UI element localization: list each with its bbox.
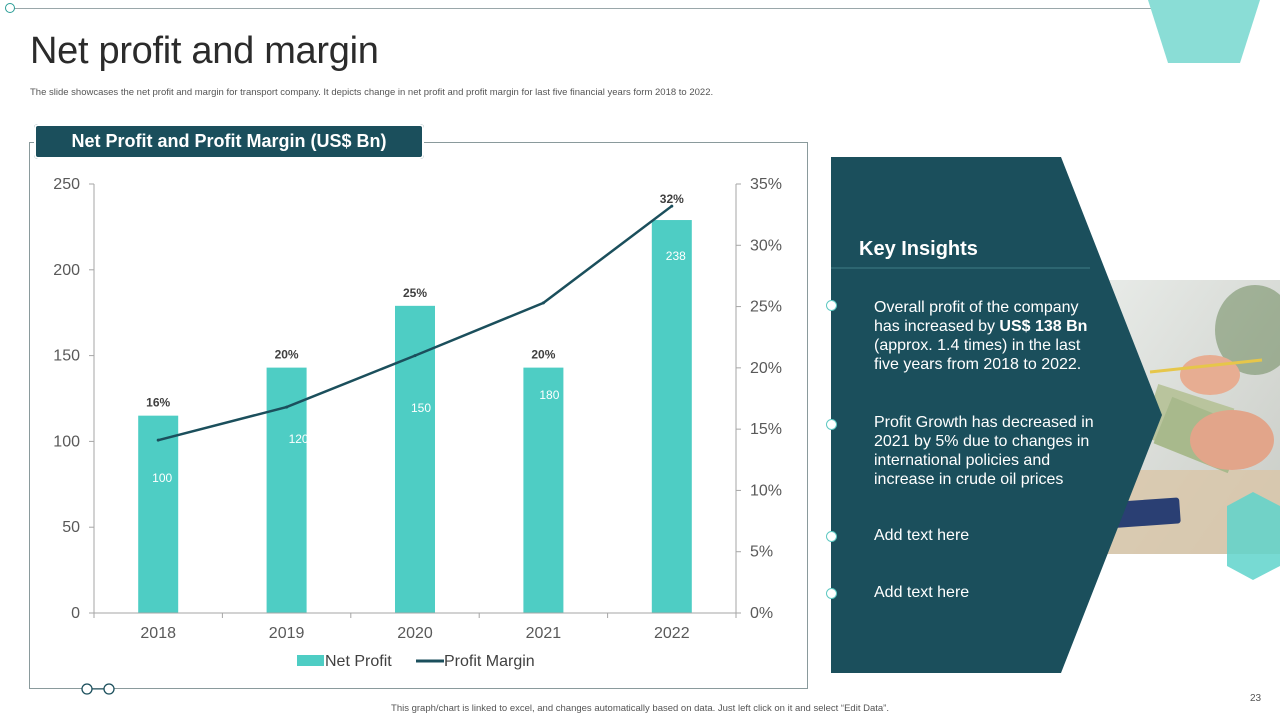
y-left-tick-label: 0 <box>71 605 80 622</box>
line-point-profit-margin <box>541 301 545 305</box>
bullet-dot-icon <box>826 588 837 599</box>
x-tick-label: 2018 <box>140 625 176 642</box>
bar-data-label: 120 <box>289 432 309 446</box>
x-tick-label: 2020 <box>397 625 433 642</box>
y-left-tick-label: 50 <box>62 519 80 536</box>
chart-title-banner: Net Profit and Profit Margin (US$ Bn) <box>34 124 424 159</box>
top-divider <box>12 8 1152 9</box>
margin-data-label: 20% <box>531 348 555 362</box>
line-point-profit-margin <box>285 405 289 409</box>
margin-data-label: 20% <box>275 348 299 362</box>
bullet-dot-icon <box>826 531 837 542</box>
bar-net-profit <box>651 220 692 613</box>
y-right-tick-label: 35% <box>750 176 782 193</box>
bullet-dot-icon <box>826 419 837 430</box>
x-tick-label: 2021 <box>526 625 562 642</box>
page-title: Net profit and margin <box>30 30 379 72</box>
page-subtitle: The slide showcases the net profit and m… <box>30 87 714 98</box>
divider-dot-icon <box>5 3 15 13</box>
line-point-profit-margin <box>670 204 674 208</box>
margin-data-label: 16% <box>146 396 170 410</box>
insight-item: Add text here <box>874 584 970 601</box>
y-right-tick-label: 30% <box>750 237 782 254</box>
hexagon-decoration <box>1148 0 1260 63</box>
y-right-tick-label: 0% <box>750 605 773 622</box>
y-right-tick-label: 25% <box>750 299 782 316</box>
y-left-tick-label: 150 <box>53 348 80 365</box>
insight-item: Add text here <box>874 527 970 544</box>
legend-swatch-net-profit <box>297 655 324 666</box>
legend-label-net-profit: Net Profit <box>325 653 392 670</box>
bar-net-profit <box>138 415 179 613</box>
bar-net-profit <box>266 367 307 613</box>
combo-chart[interactable]: 100 120 150 180 238 16% 20% 25% 20% 32% 0 50 100 150… <box>30 160 808 688</box>
bar-net-profit <box>523 367 564 613</box>
footnote: This graph/chart is linked to excel, and… <box>391 703 889 714</box>
legend-label-profit-margin: Profit Margin <box>444 653 535 670</box>
line-point-profit-margin <box>413 354 417 358</box>
margin-data-label: 32% <box>660 192 684 206</box>
margin-data-label: 25% <box>403 286 427 300</box>
x-tick-label: 2022 <box>654 625 690 642</box>
y-right-tick-label: 15% <box>750 421 782 438</box>
bar-net-profit <box>395 305 435 613</box>
bar-data-label: 150 <box>411 401 431 415</box>
insight-item: Profit Growth has decreased in 2021 by 5… <box>874 414 1094 488</box>
y-left-tick-label: 200 <box>53 262 80 279</box>
decorative-dots <box>81 683 115 695</box>
x-tick-label: 2019 <box>269 625 305 642</box>
bar-data-label: 100 <box>152 471 172 485</box>
bar-data-label: 180 <box>539 388 559 402</box>
line-point-profit-margin <box>156 438 160 442</box>
bar-data-label: 238 <box>666 249 686 263</box>
bullet-dot-icon <box>826 300 837 311</box>
y-left-tick-label: 100 <box>53 433 80 450</box>
y-left-tick-label: 250 <box>53 176 80 193</box>
insight-item: Overall profit of the company has increa… <box>874 299 1088 373</box>
y-right-tick-label: 20% <box>750 360 782 377</box>
y-right-tick-label: 10% <box>750 482 782 499</box>
y-right-tick-label: 5% <box>750 544 773 561</box>
money-photo <box>1090 280 1280 554</box>
page-number: 23 <box>1250 693 1262 704</box>
insights-title: Key Insights <box>859 238 978 260</box>
